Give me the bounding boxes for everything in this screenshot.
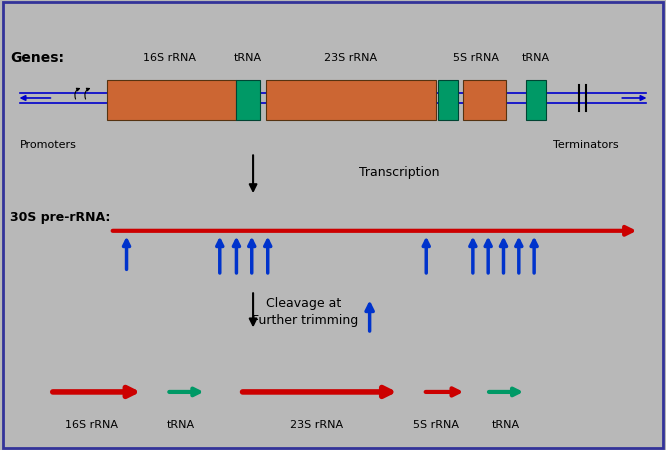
Text: 5S rRNA: 5S rRNA	[453, 53, 500, 63]
Text: Genes:: Genes:	[10, 51, 64, 65]
Bar	[438, 80, 458, 120]
Text: 5S rRNA: 5S rRNA	[412, 419, 459, 430]
Text: Further trimming: Further trimming	[252, 314, 358, 327]
Text: tRNA: tRNA	[522, 53, 550, 63]
Bar	[107, 80, 236, 120]
Text: tRNA: tRNA	[234, 53, 262, 63]
Bar	[236, 80, 260, 120]
Text: 16S rRNA: 16S rRNA	[65, 419, 119, 430]
Text: 30S pre-rRNA:: 30S pre-rRNA:	[10, 211, 111, 224]
Text: 23S rRNA: 23S rRNA	[290, 419, 343, 430]
Bar	[463, 80, 506, 120]
Bar	[266, 80, 436, 120]
Text: tRNA: tRNA	[167, 419, 195, 430]
Text: 16S rRNA: 16S rRNA	[143, 53, 196, 63]
Bar	[526, 80, 546, 120]
Text: 23S rRNA: 23S rRNA	[324, 53, 378, 63]
Text: Promoters: Promoters	[20, 140, 77, 150]
Text: tRNA: tRNA	[492, 419, 520, 430]
Text: Transcription: Transcription	[360, 166, 440, 179]
Text: Cleavage at: Cleavage at	[266, 297, 342, 310]
Text: Terminators: Terminators	[553, 140, 619, 150]
